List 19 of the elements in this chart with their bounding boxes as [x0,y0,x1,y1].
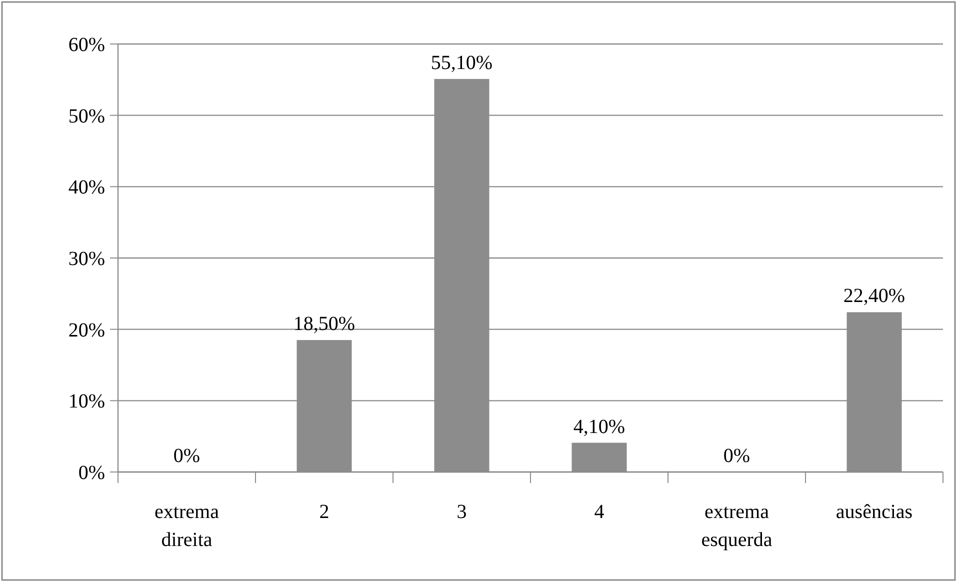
data-label: 4,10% [573,416,626,438]
data-label: 0% [173,445,200,467]
data-label: 55,10% [430,52,493,74]
x-tick-label: 3 [456,501,467,523]
y-tick-label: 10% [68,390,105,413]
x-tick-label: 4 [594,501,604,523]
y-tick-label: 30% [68,248,105,270]
y-tick-label: 60% [68,34,105,56]
x-tick-label: ausências [836,501,913,523]
y-tick-label: 20% [68,319,105,342]
x-tick-label: 2 [319,501,330,523]
x-tick-label: extrema direita [154,501,220,551]
y-tick-label: 40% [68,176,105,199]
data-label: 18,50% [293,313,356,336]
data-label: 22,40% [843,285,906,308]
y-tick-label: 50% [68,105,105,128]
data-label: 0% [723,445,750,467]
y-tick-label: 0% [78,462,105,484]
x-tick-label: extrema esquerda [701,501,772,551]
